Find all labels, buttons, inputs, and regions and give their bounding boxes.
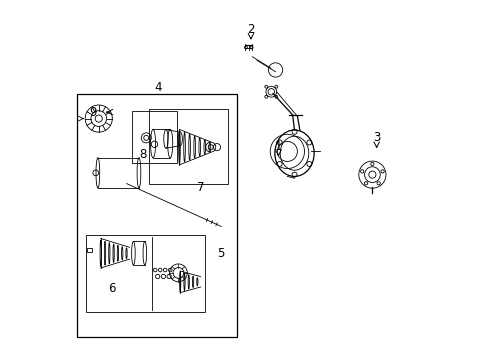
Text: 3: 3 — [372, 131, 380, 144]
Text: 8: 8 — [139, 148, 146, 162]
Bar — [77, 94, 237, 337]
Text: 5: 5 — [217, 247, 224, 260]
Text: 1: 1 — [274, 140, 282, 153]
Bar — [87, 248, 92, 252]
Bar — [132, 111, 176, 163]
Text: 4: 4 — [154, 81, 162, 94]
Text: 6: 6 — [108, 283, 115, 296]
Text: 9: 9 — [89, 105, 96, 119]
Text: 2: 2 — [246, 23, 254, 36]
Bar — [85, 235, 205, 312]
Text: 7: 7 — [197, 181, 204, 194]
